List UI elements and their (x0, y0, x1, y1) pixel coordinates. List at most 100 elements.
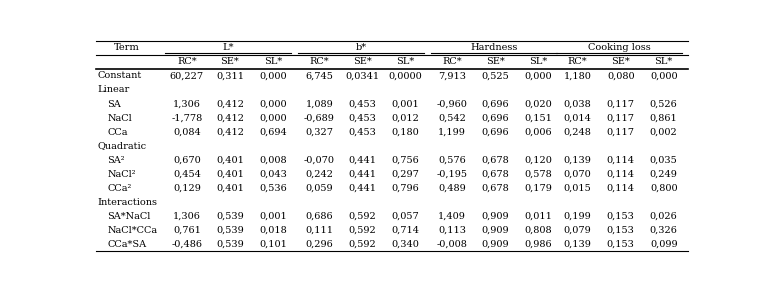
Text: Interactions: Interactions (97, 198, 157, 207)
Text: -0,195: -0,195 (437, 170, 468, 179)
Text: 0,180: 0,180 (392, 128, 419, 136)
Text: 0,796: 0,796 (392, 184, 419, 193)
Text: 0,678: 0,678 (481, 170, 509, 179)
Text: 0,008: 0,008 (259, 156, 286, 165)
Text: 0,0000: 0,0000 (389, 72, 422, 80)
Text: 0,542: 0,542 (439, 114, 466, 122)
Text: 0,242: 0,242 (306, 170, 334, 179)
Text: 0,592: 0,592 (348, 226, 377, 235)
Text: 0,099: 0,099 (650, 240, 678, 249)
Text: 0,000: 0,000 (650, 72, 678, 80)
Text: 0,153: 0,153 (607, 240, 635, 249)
Text: 0,800: 0,800 (650, 184, 678, 193)
Text: SE*: SE* (353, 57, 372, 66)
Text: 0,525: 0,525 (481, 72, 509, 80)
Text: 0,441: 0,441 (348, 170, 377, 179)
Text: 0,139: 0,139 (564, 240, 591, 249)
Text: SE*: SE* (221, 57, 239, 66)
Text: 0,153: 0,153 (607, 226, 635, 235)
Text: NaCl: NaCl (107, 114, 132, 122)
Text: 0,592: 0,592 (348, 240, 377, 249)
Text: 0,412: 0,412 (216, 114, 244, 122)
Text: 1,409: 1,409 (439, 212, 466, 221)
Text: SE*: SE* (486, 57, 504, 66)
Text: 0,151: 0,151 (524, 114, 552, 122)
Text: -1,778: -1,778 (171, 114, 202, 122)
Text: 7,913: 7,913 (438, 72, 466, 80)
Text: 0,441: 0,441 (348, 184, 377, 193)
Text: 0,000: 0,000 (259, 100, 286, 108)
Text: 0,686: 0,686 (306, 212, 333, 221)
Text: 0,696: 0,696 (481, 114, 509, 122)
Text: RC*: RC* (442, 57, 462, 66)
Text: 0,327: 0,327 (306, 128, 334, 136)
Text: 0,678: 0,678 (481, 156, 509, 165)
Text: SE*: SE* (611, 57, 630, 66)
Text: 0,453: 0,453 (348, 114, 377, 122)
Text: SA: SA (107, 100, 121, 108)
Text: SL*: SL* (264, 57, 282, 66)
Text: NaCl*CCa: NaCl*CCa (107, 226, 157, 235)
Text: 0,038: 0,038 (564, 100, 591, 108)
Text: 0,113: 0,113 (438, 226, 466, 235)
Text: 0,101: 0,101 (259, 240, 286, 249)
Text: Quadratic: Quadratic (97, 142, 147, 151)
Text: 0,454: 0,454 (173, 170, 201, 179)
Text: 0,576: 0,576 (439, 156, 466, 165)
Text: 0,714: 0,714 (392, 226, 419, 235)
Text: 60,227: 60,227 (170, 72, 204, 80)
Text: 0,114: 0,114 (607, 184, 635, 193)
Text: 0,249: 0,249 (649, 170, 678, 179)
Text: 0,909: 0,909 (481, 212, 509, 221)
Text: 0,014: 0,014 (564, 114, 591, 122)
Text: 0,002: 0,002 (650, 128, 678, 136)
Text: -0,008: -0,008 (437, 240, 468, 249)
Text: 0,401: 0,401 (216, 156, 244, 165)
Text: CCa: CCa (107, 128, 128, 136)
Text: 0,808: 0,808 (524, 226, 552, 235)
Text: 0,861: 0,861 (650, 114, 678, 122)
Text: 0,117: 0,117 (607, 100, 635, 108)
Text: SL*: SL* (655, 57, 673, 66)
Text: 0,909: 0,909 (481, 240, 509, 249)
Text: 0,670: 0,670 (173, 156, 201, 165)
Text: 0,199: 0,199 (564, 212, 591, 221)
Text: 0,297: 0,297 (392, 170, 419, 179)
Text: CCa*SA: CCa*SA (107, 240, 147, 249)
Text: 0,153: 0,153 (607, 212, 635, 221)
Text: 0,756: 0,756 (392, 156, 419, 165)
Text: 0,026: 0,026 (650, 212, 678, 221)
Text: 0,070: 0,070 (564, 170, 591, 179)
Text: 0,018: 0,018 (259, 226, 286, 235)
Text: 0,0341: 0,0341 (345, 72, 380, 80)
Text: 0,311: 0,311 (216, 72, 244, 80)
Text: 0,059: 0,059 (306, 184, 333, 193)
Text: 0,057: 0,057 (392, 212, 419, 221)
Text: 0,015: 0,015 (564, 184, 591, 193)
Text: 0,079: 0,079 (564, 226, 591, 235)
Text: 0,129: 0,129 (173, 184, 201, 193)
Text: Hardness: Hardness (470, 43, 517, 52)
Text: 0,035: 0,035 (650, 156, 678, 165)
Text: 0,012: 0,012 (392, 114, 419, 122)
Text: SA²: SA² (107, 156, 125, 165)
Text: 0,401: 0,401 (216, 184, 244, 193)
Text: 0,114: 0,114 (607, 170, 635, 179)
Text: Constant: Constant (97, 72, 141, 80)
Text: SL*: SL* (397, 57, 415, 66)
Text: RC*: RC* (568, 57, 588, 66)
Text: b*: b* (355, 43, 367, 52)
Text: 0,489: 0,489 (439, 184, 466, 193)
Text: 0,139: 0,139 (564, 156, 591, 165)
Text: 0,043: 0,043 (259, 170, 286, 179)
Text: 0,526: 0,526 (650, 100, 678, 108)
Text: 0,401: 0,401 (216, 170, 244, 179)
Text: -0,070: -0,070 (304, 156, 335, 165)
Text: 0,111: 0,111 (306, 226, 334, 235)
Text: 0,592: 0,592 (348, 212, 377, 221)
Text: 0,114: 0,114 (607, 156, 635, 165)
Text: 0,412: 0,412 (216, 100, 244, 108)
Text: 0,909: 0,909 (481, 226, 509, 235)
Text: 0,179: 0,179 (524, 184, 552, 193)
Text: 0,453: 0,453 (348, 100, 377, 108)
